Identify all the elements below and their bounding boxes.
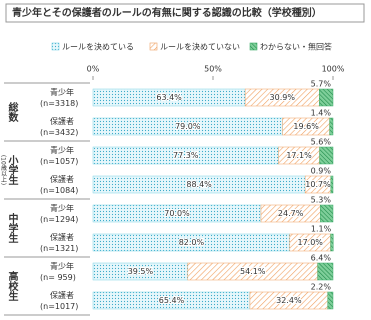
value-label: 82.0% bbox=[179, 238, 205, 247]
legend-label: ルールを決めている bbox=[62, 42, 134, 52]
value-label: 30.9% bbox=[270, 93, 296, 102]
x-tick-label: 0% bbox=[87, 65, 100, 74]
row-sample-size: (n=1294) bbox=[40, 215, 78, 224]
value-label: 10.7% bbox=[305, 180, 331, 189]
chart-title: 青少年とその保護者のルールの有無に関する認識の比較（学校種別） bbox=[12, 6, 322, 19]
row-sample-size: (n= 959) bbox=[40, 273, 76, 282]
row-sample-size: (n=1057) bbox=[40, 157, 78, 166]
title-box bbox=[5, 3, 365, 23]
value-label: 24.7% bbox=[278, 209, 304, 218]
legend-label: ルールを決めていない bbox=[160, 42, 240, 52]
value-label: 5.7% bbox=[311, 80, 332, 89]
bar-segment bbox=[319, 146, 334, 165]
bar-segment bbox=[330, 175, 334, 194]
row-label: 青少年 bbox=[50, 145, 74, 155]
value-label: 0.9% bbox=[311, 167, 332, 176]
row-label: 青少年 bbox=[50, 261, 74, 271]
group-label: 総数 bbox=[6, 101, 18, 123]
group-label: 高校生 bbox=[6, 270, 18, 301]
row-label: 保護者 bbox=[50, 116, 74, 126]
value-label: 54.1% bbox=[240, 267, 266, 276]
legend-swatch bbox=[149, 42, 158, 51]
value-label: 17.0% bbox=[297, 238, 323, 247]
bar-segment bbox=[330, 233, 334, 252]
row-label: 保護者 bbox=[50, 290, 74, 300]
row-sample-size: (n=1321) bbox=[40, 244, 78, 253]
group-label: 中学生 bbox=[6, 212, 18, 243]
value-label: 70.0% bbox=[164, 209, 190, 218]
value-label: 88.4% bbox=[186, 180, 212, 189]
legend-swatch bbox=[51, 42, 60, 51]
value-label: 5.6% bbox=[311, 138, 332, 147]
legend-swatch bbox=[249, 42, 258, 51]
bar-segment bbox=[317, 262, 334, 281]
value-label: 79.0% bbox=[175, 122, 201, 131]
row-label: 保護者 bbox=[50, 174, 74, 184]
x-tick-label: 100% bbox=[322, 65, 345, 74]
value-label: 32.4% bbox=[276, 296, 302, 305]
value-label: 2.2% bbox=[311, 283, 332, 292]
bar-segment bbox=[320, 204, 334, 223]
bar-segment bbox=[319, 88, 334, 107]
bar-segment bbox=[327, 291, 334, 310]
value-label: 1.4% bbox=[311, 109, 332, 118]
row-label: 青少年 bbox=[50, 203, 74, 213]
legend-label: わからない・無回答 bbox=[260, 42, 332, 52]
value-label: 19.6% bbox=[293, 122, 319, 131]
group-label: 小学生 bbox=[6, 154, 19, 185]
value-label: 17.1% bbox=[286, 151, 312, 160]
value-label: 77.3% bbox=[173, 151, 199, 160]
row-sample-size: (n=3318) bbox=[40, 99, 78, 108]
value-label: 6.4% bbox=[311, 254, 332, 263]
value-label: 65.4% bbox=[159, 296, 185, 305]
value-label: 1.1% bbox=[311, 225, 332, 234]
row-label: 保護者 bbox=[50, 232, 74, 242]
value-label: 39.5% bbox=[128, 267, 154, 276]
row-sample-size: (n=1084) bbox=[40, 186, 78, 195]
x-tick-label: 50% bbox=[204, 65, 222, 74]
row-sample-size: (n=1017) bbox=[40, 302, 78, 311]
row-sample-size: (n=3432) bbox=[40, 128, 78, 137]
bar-segment bbox=[329, 117, 334, 136]
value-label: 63.4% bbox=[156, 93, 182, 102]
value-label: 5.3% bbox=[311, 196, 332, 205]
row-label: 青少年 bbox=[50, 87, 74, 97]
group-note: (10歳以上) bbox=[0, 155, 7, 185]
